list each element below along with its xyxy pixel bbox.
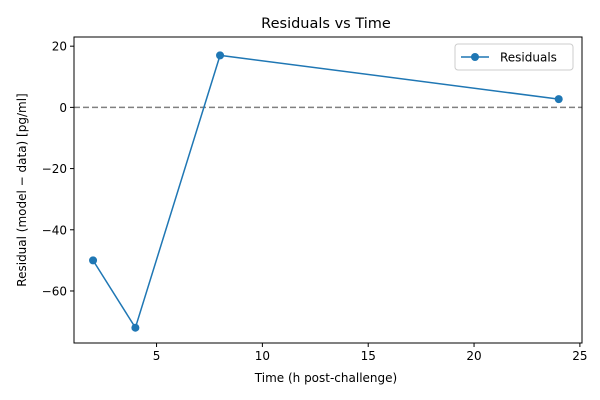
- legend-label-residuals: Residuals: [500, 51, 557, 65]
- legend-marker-swatch: [471, 53, 479, 61]
- y-tick-label: −60: [42, 284, 67, 298]
- y-tick-label: 0: [59, 101, 67, 115]
- x-axis-ticks: 5 10 15 20 25: [153, 343, 588, 363]
- y-tick-label: −40: [42, 223, 67, 237]
- legend-box: [454, 43, 574, 71]
- legend: Residuals: [454, 43, 574, 71]
- data-point: [89, 256, 98, 265]
- chart-title: Residuals vs Time: [261, 16, 391, 32]
- x-tick-label: 5: [153, 349, 161, 363]
- y-tick-label: −20: [42, 162, 67, 176]
- plot-area: [74, 51, 582, 332]
- data-point: [216, 51, 225, 60]
- data-point: [554, 95, 563, 104]
- x-tick-label: 20: [466, 349, 481, 363]
- y-axis-label: Residual (model − data) [pg/ml]: [15, 93, 29, 286]
- x-tick-label: 25: [572, 349, 587, 363]
- x-tick-label: 15: [361, 349, 376, 363]
- plot-frame: [73, 36, 583, 344]
- data-point: [131, 323, 140, 332]
- y-axis-ticks: −60 −40 −20 0 20: [42, 40, 74, 298]
- x-axis-label: Time (h post-challenge): [254, 371, 397, 385]
- x-tick-label: 10: [255, 349, 270, 363]
- y-tick-label: 20: [52, 40, 67, 54]
- series-line-residuals: [92, 54, 559, 330]
